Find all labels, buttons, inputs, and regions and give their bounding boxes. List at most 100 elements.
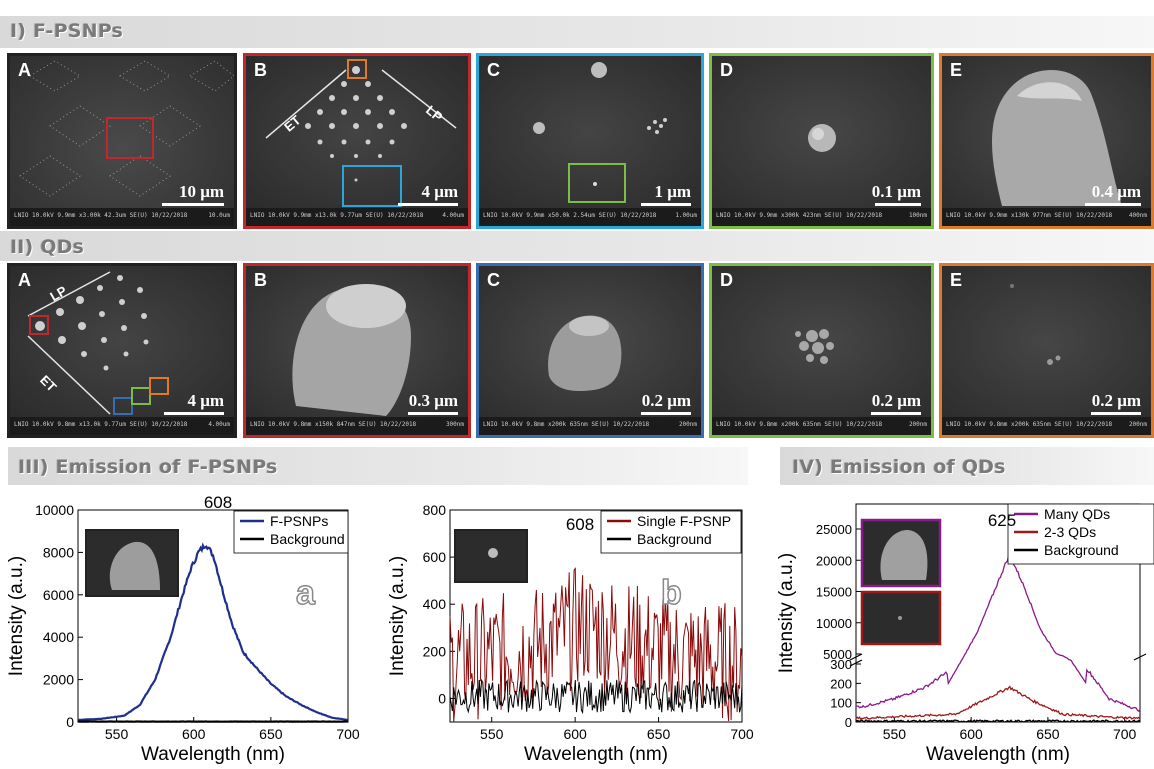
plot-frame	[449, 509, 743, 723]
panel-letter: b	[661, 574, 682, 612]
qd-cluster-image	[548, 315, 622, 391]
sem-metadata-bar: LNIO 10.0kV 9.9mm x50.0k 2.54um SE(U) 10…	[479, 208, 701, 226]
peak-label: 608	[204, 493, 232, 512]
section-band-3	[8, 447, 748, 485]
sem-panel-1e: E 0.4 μm LNIO 10.0kV 9.9mm x130k 977nm S…	[939, 53, 1154, 229]
sem-metadata-bar: LNIO 10.0kV 9.8mm x150k 847nm SE(U) 10/2…	[246, 417, 468, 435]
y-tick-label: 0	[66, 714, 74, 730]
panel-letter: B	[254, 60, 267, 80]
y-tick-label: 300	[830, 657, 852, 672]
sem-panel-2d: D 0.2 μm LNIO 10.0kV 9.8mm x200k 635nm S…	[709, 263, 934, 438]
inset-particle-shape	[109, 541, 160, 590]
sem-panel-2a: LP ET A 4 μm LNIO 10.0kV 9.8mm x13.0k 9.…	[7, 263, 237, 438]
emission-chart-fpsnps: 550 600 650 700 0 2000 4000 6000 8000 10000 Wavele…	[6, 493, 360, 765]
y-tick-label: 15000	[816, 585, 852, 600]
sem-panel-1c: C 1 μm LNIO 10.0kV 9.9mm x50.0k 2.54um S…	[476, 53, 704, 229]
scale-label: 4 μm	[187, 391, 224, 410]
emission-chart-single-fpsnp: 550 600 650 700 0 200 400 600 800 Wavelength (nm)…	[387, 502, 754, 765]
y-tick-label: 2000	[43, 672, 74, 688]
panel-letter: A	[18, 60, 31, 80]
nanostructure-image	[992, 69, 1122, 207]
panel-letter: E	[950, 270, 963, 290]
single-particle-image	[808, 124, 836, 152]
y-tick-label: 200	[830, 676, 852, 691]
legend-entry: Many QDs	[1044, 506, 1110, 522]
few-qds-image	[795, 329, 834, 364]
sem-metadata-bar: LNIO 10.0kV 9.8mm x200k 635nm SE(U) 10/2…	[712, 417, 931, 435]
y-tick-label: 200	[423, 643, 447, 659]
legend-entry: Background	[1044, 542, 1119, 558]
scale-label: 0.2 μm	[641, 391, 691, 410]
two-three-qds-image	[1010, 284, 1061, 365]
y-axis-label: Intensity (a.u.)	[387, 556, 408, 676]
y-tick-label: 400	[423, 596, 447, 612]
scale-label: 0.3 μm	[408, 391, 458, 410]
x-axis-label: Wavelength (nm)	[926, 744, 1070, 765]
y-tick-label: 25000	[816, 522, 852, 537]
y-tick-label: 100	[830, 696, 852, 711]
axis-break-mark	[849, 659, 863, 667]
pattern-array-image	[19, 60, 234, 197]
legend-box	[600, 510, 742, 554]
qd-pillar-array-image	[27, 271, 169, 415]
legend-entry: Background	[637, 531, 712, 547]
scale-bar	[875, 203, 921, 206]
y-tick-label: 6000	[43, 587, 74, 603]
panel-letter: C	[487, 270, 500, 290]
sem-metadata-bar: LNIO 10.0kV 9.8mm x200k 635nm SE(U) 10/2…	[479, 417, 701, 435]
peak-label: 625	[988, 511, 1016, 530]
sem-metadata-bar: LNIO 10.0kV 9.9mm x13.0k 9.77um SE(U) 10…	[246, 208, 468, 226]
scale-bar	[1085, 203, 1141, 206]
scale-bar	[408, 412, 458, 415]
x-tick-label: 550	[883, 726, 907, 742]
inset-particle-shape	[880, 530, 928, 580]
axis-break-mark	[849, 653, 863, 661]
sem-metadata-bar: LNIO 10.0kV 9.8mm x13.0k 9.77um SE(U) 10…	[10, 417, 234, 435]
series-line-2	[449, 678, 743, 715]
y-axis-label: Intensity (a.u.)	[6, 556, 27, 676]
section-title-qds: II) QDs	[10, 236, 85, 258]
x-tick-label: 550	[105, 726, 129, 742]
particle-field-image	[533, 62, 667, 203]
x-tick-label: 600	[563, 726, 587, 742]
x-tick-label: 700	[1113, 726, 1137, 742]
scale-label: 0.2 μm	[1091, 391, 1141, 410]
scale-bar	[164, 412, 224, 415]
sem-panel-1a: A 10 μm LNIO 10.0kV 9.9mm x3.00k 42.3um …	[7, 53, 237, 229]
x-tick-label: 600	[182, 726, 206, 742]
sem-metadata-bar: LNIO 10.0kV 9.9mm x3.00k 42.3um SE(U) 10…	[10, 208, 234, 226]
sem-panel-2e: E 0.2 μm LNIO 10.0kV 9.8mm x200k 635nm S…	[939, 263, 1154, 438]
y-tick-label: 10000	[35, 502, 74, 518]
scale-label: 0.2 μm	[871, 391, 921, 410]
sem-panel-1b: ET LP B 4 μm LNIO 10.0kV 9.9mm x13.0k 9.…	[243, 53, 471, 229]
section-band-4	[780, 447, 1154, 485]
y-tick-label: 800	[423, 502, 447, 518]
scale-bar	[398, 203, 458, 206]
panel-letter: C	[487, 60, 500, 80]
section-title-fpsnps: I) F-PSNPs	[10, 20, 124, 42]
sem-panel-1d: D 0.1 μm LNIO 10.0kV 9.9mm x300k 423nm S…	[709, 53, 934, 229]
legend-entry: 2-3 QDs	[1044, 524, 1096, 540]
x-tick-label: 700	[336, 726, 360, 742]
pillar-array-image	[265, 59, 457, 207]
y-tick-label: 4000	[43, 629, 74, 645]
y-tick-label: 10000	[816, 616, 852, 631]
x-tick-label: 650	[259, 726, 283, 742]
y-tick-label: 0	[845, 715, 852, 730]
x-tick-label: 650	[1036, 726, 1060, 742]
x-tick-label: 550	[480, 726, 504, 742]
scale-bar	[162, 203, 224, 206]
series-line-1	[449, 567, 743, 722]
axis-break-mark	[1133, 653, 1147, 661]
x-axis-label: Wavelength (nm)	[141, 744, 285, 765]
plot-frame	[855, 503, 1141, 723]
qd-nanostructure-image	[292, 284, 411, 416]
series-line-3	[855, 719, 1141, 724]
section-title-emission-fpsnps: III) Emission of F-PSNPs	[18, 456, 278, 478]
sem-panel-2b: B 0.3 μm LNIO 10.0kV 9.8mm x150k 847nm S…	[243, 263, 471, 438]
series-line-1	[77, 542, 349, 722]
y-tick-label: 8000	[43, 544, 74, 560]
scale-label: 1 μm	[654, 182, 691, 201]
panel-letter: D	[720, 270, 733, 290]
section-band-1	[0, 16, 1154, 48]
